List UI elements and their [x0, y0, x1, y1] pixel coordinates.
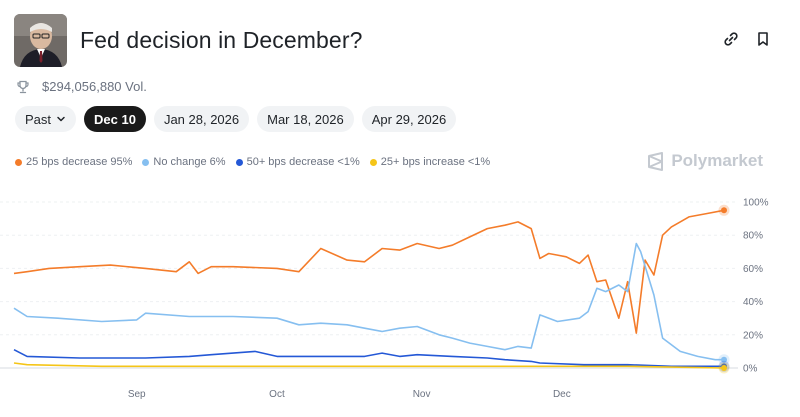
series-line: [13, 209, 725, 334]
brand-name: Polymarket: [671, 151, 763, 170]
polymarket-logo-icon: [648, 151, 664, 171]
legend-dot: [369, 158, 377, 166]
y-tick-label: 60%: [743, 264, 763, 275]
y-tick-label: 20%: [743, 330, 763, 341]
tab-label: Dec 10: [94, 111, 136, 127]
y-tick-label: 80%: [743, 231, 763, 242]
y-tick-label: 100%: [743, 198, 769, 209]
chevron-down-icon: [56, 114, 66, 124]
tab-jan-28-2026[interactable]: Jan 28, 2026: [153, 106, 250, 132]
person-portrait-icon: [14, 13, 67, 67]
series-line: [13, 362, 725, 369]
header-actions: [722, 30, 772, 48]
date-tabs: Past Dec 10 Jan 28, 2026 Mar 18, 2026 Ap…: [15, 106, 457, 132]
link-icon: [724, 32, 738, 46]
series-endpoint: [721, 365, 727, 371]
market-header: Fed decision in December?: [14, 12, 780, 68]
legend-label: 25+ bps increase <1%: [380, 156, 491, 168]
legend-label: 50+ bps decrease <1%: [246, 156, 360, 168]
y-tick-label: 40%: [743, 297, 763, 308]
x-tick-label: Dec: [553, 389, 571, 400]
series-endpoint: [721, 207, 727, 214]
y-axis-ticks: 100% 80% 60% 40% 20% 0%: [743, 198, 769, 375]
x-axis-ticks: Sep Oct Nov Dec: [128, 389, 571, 400]
price-history-chart[interactable]: 100% 80% 60% 40% 20% 0% Sep Oct Nov Dec: [0, 190, 800, 417]
legend-item: 50+ bps decrease <1%: [235, 156, 360, 168]
trophy-icon: [16, 80, 30, 94]
x-tick-label: Oct: [269, 389, 285, 400]
series-endpoint: [721, 356, 727, 363]
series-line: [13, 242, 724, 361]
polymarket-watermark: Polymarket: [647, 151, 763, 171]
tab-label: Apr 29, 2026: [371, 111, 447, 127]
legend-item: No change 6%: [142, 156, 226, 168]
x-tick-label: Sep: [128, 389, 146, 400]
legend-item: 25+ bps increase <1%: [369, 156, 491, 168]
volume-text: $294,056,880 Vol.: [42, 79, 147, 94]
tab-label: Past: [25, 111, 52, 127]
x-tick-label: Nov: [413, 389, 431, 400]
tab-label: Mar 18, 2026: [267, 111, 344, 127]
market-avatar: [14, 13, 67, 67]
legend-label: 25 bps decrease 95%: [26, 156, 133, 168]
legend-dot: [142, 158, 150, 166]
series-line: [13, 348, 724, 368]
y-tick-label: 0%: [743, 364, 758, 375]
chart-legend: 25 bps decrease 95% No change 6% 50+ bps…: [15, 156, 490, 168]
market-title: Fed decision in December?: [80, 26, 363, 53]
tab-dec-10[interactable]: Dec 10: [84, 106, 146, 132]
tab-apr-29-2026[interactable]: Apr 29, 2026: [361, 106, 457, 132]
volume-row: $294,056,880 Vol.: [16, 79, 147, 94]
bookmark-icon: [758, 32, 768, 46]
tab-mar-18-2026[interactable]: Mar 18, 2026: [257, 106, 354, 132]
bookmark-button[interactable]: [754, 30, 772, 48]
legend-label: No change 6%: [153, 156, 226, 168]
tab-label: Jan 28, 2026: [163, 111, 240, 127]
chart-grid: [0, 201, 738, 369]
legend-item: 25 bps decrease 95%: [15, 156, 132, 168]
legend-dot: [15, 158, 22, 166]
copy-link-button[interactable]: [722, 30, 740, 48]
chart-series: [13, 204, 730, 374]
tab-past[interactable]: Past: [15, 106, 77, 132]
legend-dot: [235, 158, 243, 166]
